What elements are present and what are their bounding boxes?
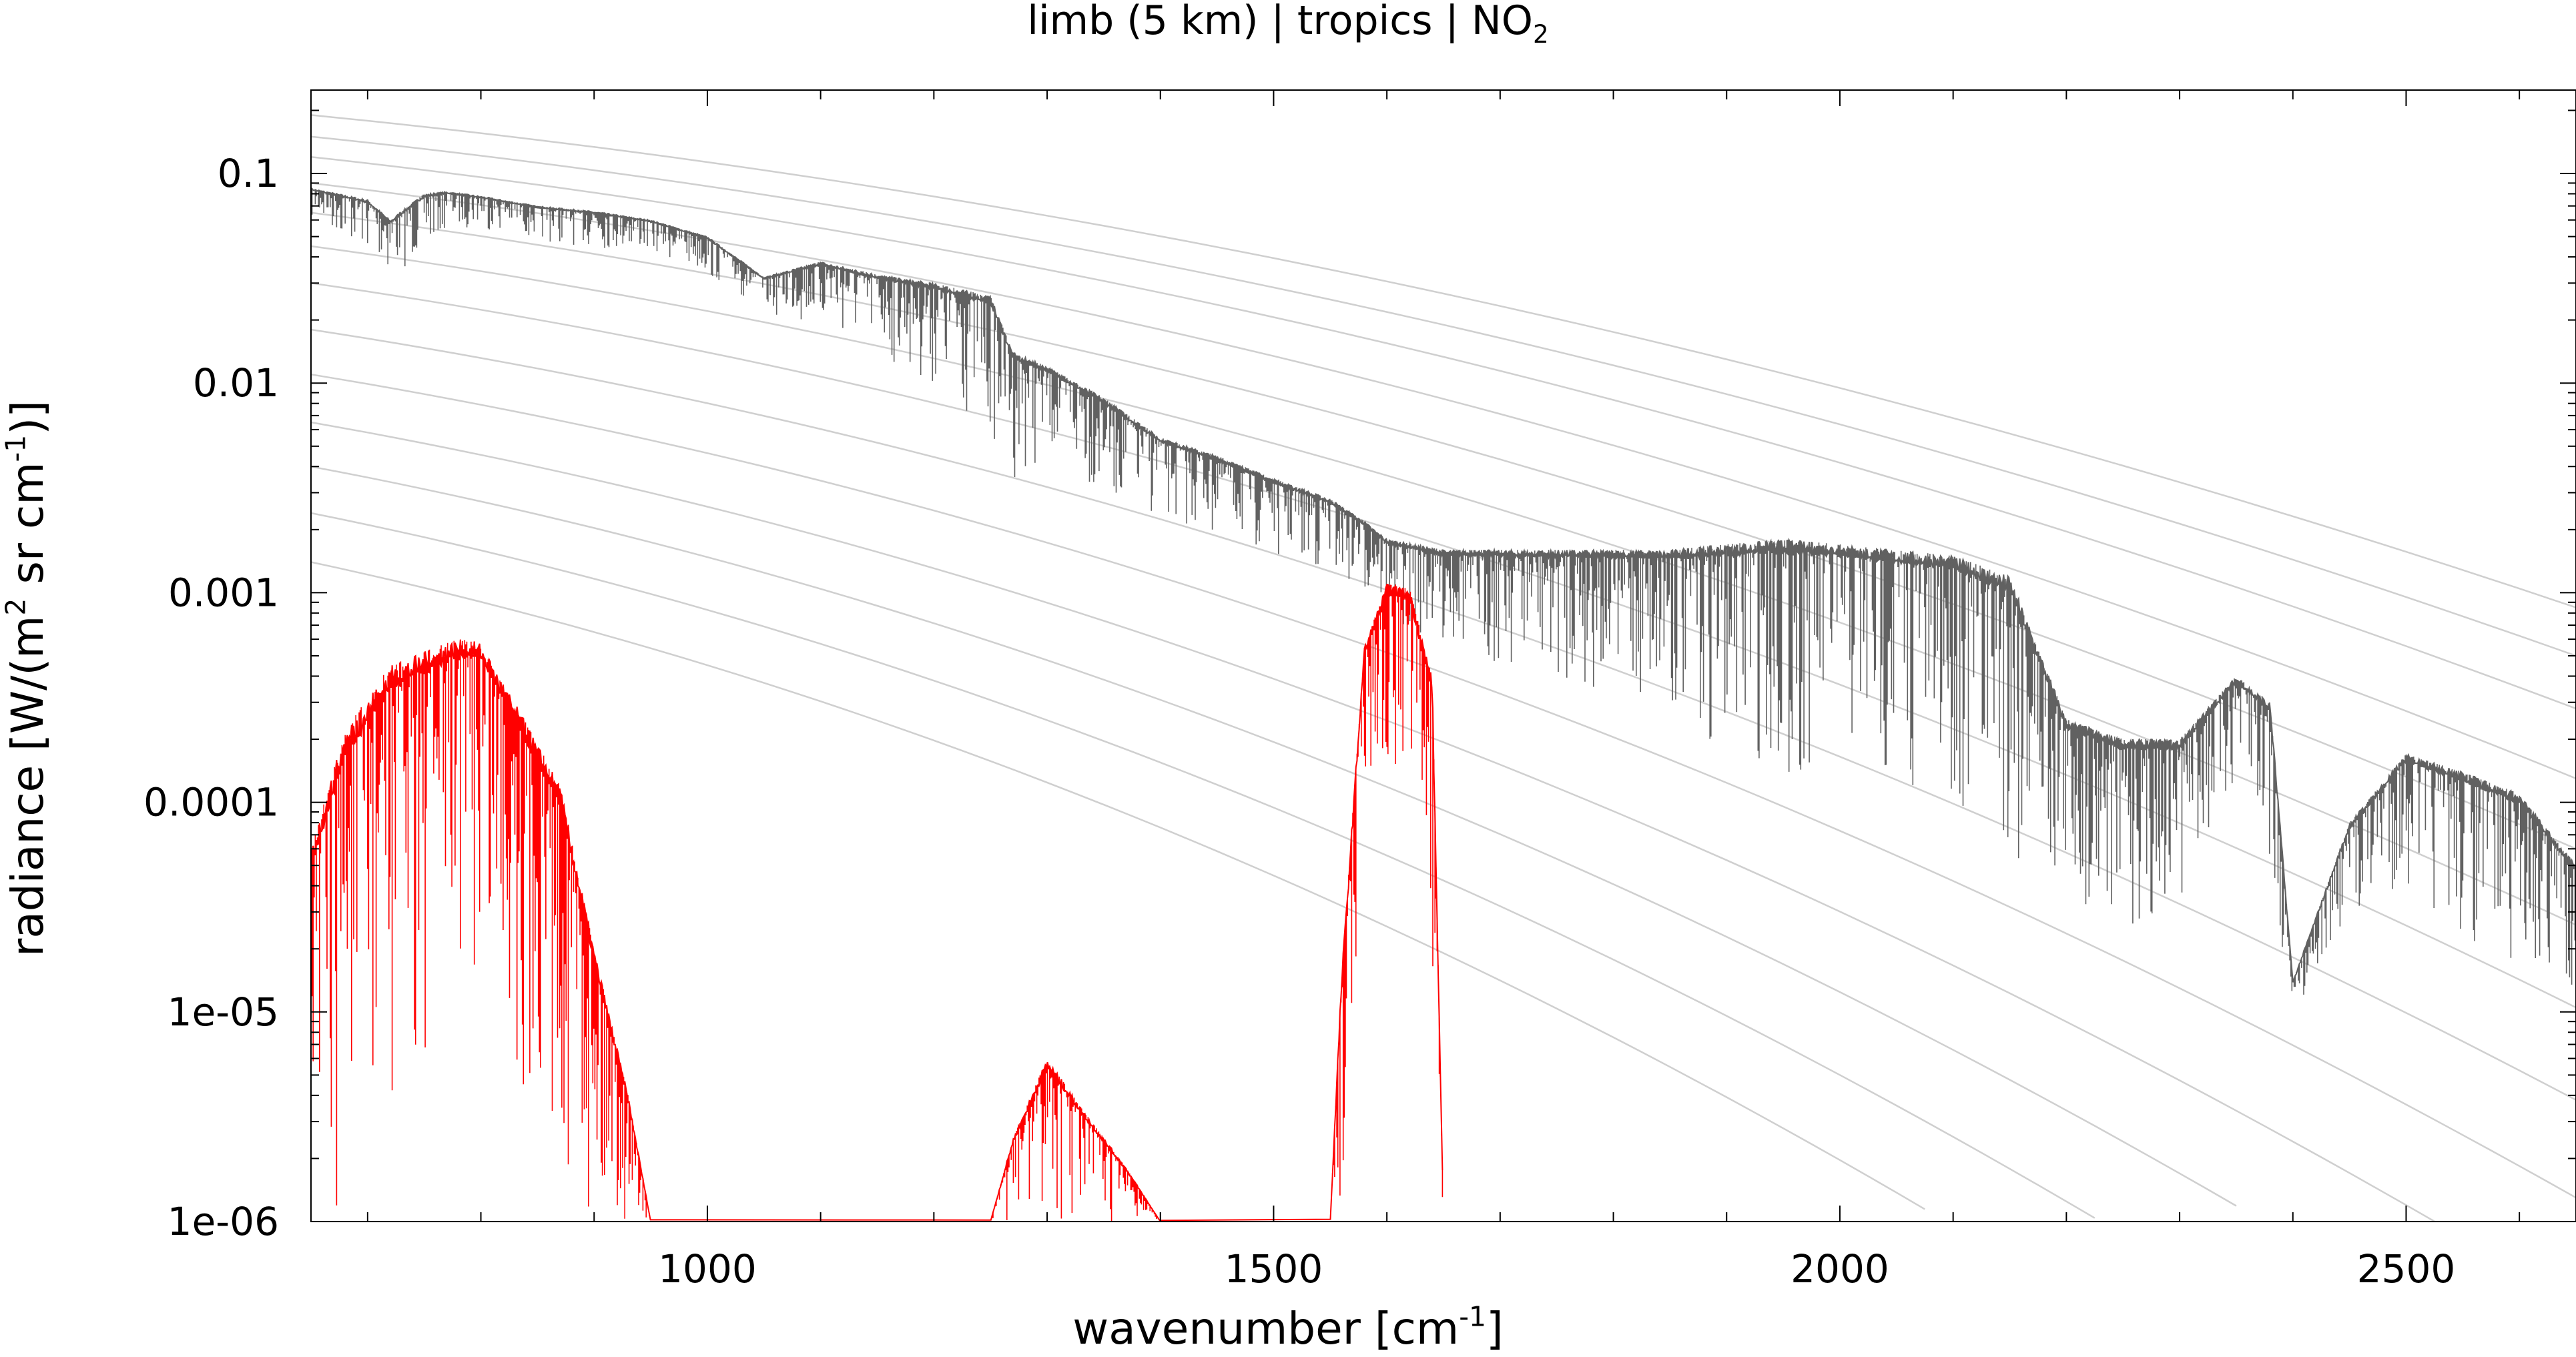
x-tick-label: 1500 — [1225, 1246, 1323, 1292]
series-1-lines — [310, 188, 2576, 995]
y-tick-label: 0.01 — [193, 360, 279, 406]
chart-title: limb (5 km) | tropics | NO2 — [0, 0, 2576, 47]
y-tick-label: 0.1 — [218, 151, 279, 196]
background-curve — [310, 211, 2576, 850]
x-axis-label-superscript: -1 — [1459, 1300, 1487, 1333]
background-curve — [310, 466, 2237, 1207]
plot-frame — [310, 89, 2576, 1222]
background-curve — [310, 421, 2435, 1222]
background-curve — [310, 135, 2576, 657]
y-axis-label-b: sr cm — [2, 462, 53, 598]
series-2 — [310, 584, 1443, 1222]
background-curve — [310, 282, 2576, 1009]
x-axis-label-text: wavenumber [cm — [1072, 1303, 1460, 1354]
series-1-envelope — [310, 187, 2576, 983]
y-axis-label-sup1: 2 — [0, 598, 32, 616]
background-curve — [310, 512, 2096, 1219]
y-axis-label-a: radiance [W/(m — [2, 615, 53, 957]
x-tick-label: 2000 — [1791, 1246, 1889, 1292]
x-axis-label-tail: ] — [1486, 1303, 1504, 1354]
chart-title-text: limb (5 km) | tropics | NO — [1027, 0, 1533, 44]
background-curves — [310, 114, 2576, 1222]
y-tick-label: 0.0001 — [143, 780, 279, 825]
x-axis-label: wavenumber [cm-1] — [0, 1302, 2576, 1356]
x-tick-label: 1000 — [658, 1246, 757, 1292]
y-axis-label-sup2: -1 — [0, 434, 32, 462]
chart-title-subscript: 2 — [1532, 19, 1549, 49]
background-curve — [310, 373, 2576, 1199]
background-curve — [310, 328, 2576, 1101]
y-tick-label: 0.001 — [168, 570, 279, 615]
y-tick-label: 1e-06 — [168, 1199, 279, 1244]
series-layer — [310, 187, 2576, 1222]
background-curve — [310, 182, 2576, 779]
series-1 — [310, 187, 2576, 995]
series-2-lines — [310, 584, 1443, 1222]
axis-ticks — [311, 90, 2576, 1222]
y-tick-label: 1e-05 — [168, 989, 279, 1035]
background-curve — [310, 155, 2576, 710]
y-axis-label-c: )] — [2, 400, 53, 435]
axis-tick-labels: 1000 1500 2000 2500 0.1 0.01 0.001 0.0001 1e-05 1… — [143, 151, 2455, 1292]
y-axis-label: radiance [W/(m2 sr cm-1)] — [0, 400, 53, 957]
background-curve — [310, 561, 1925, 1210]
x-tick-label: 2500 — [2357, 1246, 2456, 1292]
series-2-envelope — [310, 584, 1443, 1222]
background-curve — [310, 114, 2576, 608]
